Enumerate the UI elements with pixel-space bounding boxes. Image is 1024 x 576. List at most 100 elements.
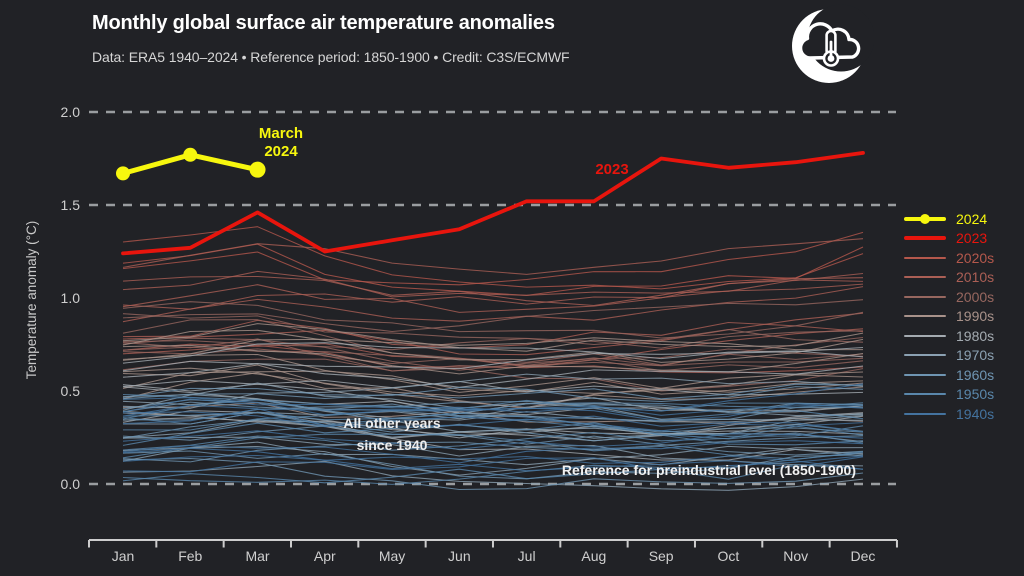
- legend-label-2023: 2023: [956, 230, 988, 247]
- series-2024: [116, 147, 266, 181]
- legend-item-2023: 2023: [904, 229, 1022, 249]
- year-line-2010s-8: [122, 275, 864, 307]
- year-line-1950s-1: [122, 451, 864, 485]
- legend-swatch-1990s: [904, 315, 946, 318]
- x-tick-label-Nov: Nov: [783, 548, 808, 564]
- legend-item-2010s: 2010s: [904, 268, 1022, 288]
- y-tick-label-1.0: 1.0: [61, 290, 81, 306]
- year-line-2010s-3: [122, 312, 864, 356]
- legend-item-1990s: 1990s: [904, 307, 1022, 327]
- legend-item-2020s: 2020s: [904, 248, 1022, 268]
- x-tick-label-Mar: Mar: [245, 548, 269, 564]
- year-line-1990s-5: [122, 353, 864, 393]
- year-line-2020s-1: [122, 231, 864, 286]
- year-line-1940s-0: [122, 454, 864, 472]
- year-line-1990s-8: [122, 344, 864, 375]
- x-tick-label-Apr: Apr: [314, 548, 336, 564]
- legend-item-1960s: 1960s: [904, 365, 1022, 385]
- year-line-1970s-1: [122, 445, 864, 476]
- x-tick-label-Oct: Oct: [718, 548, 740, 564]
- y-tick-label-2.0: 2.0: [61, 104, 81, 120]
- year-line-2000s-4: [122, 338, 864, 366]
- data-point-2024-Mar: [249, 161, 266, 178]
- legend-item-2024: 2024: [904, 209, 1022, 229]
- decade-lines-2020s: [122, 226, 864, 296]
- year-line-2000s-3: [122, 337, 864, 371]
- annotation: since 1940: [357, 437, 428, 453]
- year-line-1940s-3: [122, 447, 864, 470]
- year-line-1960s-1: [122, 435, 864, 463]
- series-2023: [121, 150, 865, 256]
- year-line-1950s-4: [122, 422, 864, 446]
- legend-swatch-1970s: [904, 354, 946, 357]
- year-line-1940s-9: [122, 397, 864, 422]
- year-line-1950s-7: [122, 399, 864, 437]
- annotation: All other years: [343, 415, 440, 431]
- x-axis: Jan Feb Mar Apr May Jun Jul Aug Sep Oct Nov Dec: [88, 539, 898, 564]
- legend-item-1980s: 1980s: [904, 326, 1022, 346]
- year-line-2010s-9: [122, 238, 864, 275]
- x-tick-label-Sep: Sep: [649, 548, 674, 564]
- year-line-1960s-4: [122, 425, 864, 456]
- legend-label-2000s: 2000s: [956, 288, 995, 305]
- year-line-1970s-3: [122, 441, 864, 466]
- legend-item-2000s: 2000s: [904, 287, 1022, 307]
- legend-label-2020s: 2020s: [956, 249, 995, 266]
- annotation: 2023: [595, 161, 628, 178]
- year-line-1960s-9: [122, 383, 864, 400]
- year-line-2000s-1: [122, 358, 864, 392]
- year-line-1990s-7: [122, 323, 864, 352]
- year-line-2010s-4: [122, 286, 864, 323]
- year-line-1970s-6: [122, 382, 864, 421]
- annotation: 2024: [264, 143, 298, 160]
- year-line-1990s-2: [122, 370, 864, 395]
- legend-marker-dot: [920, 213, 930, 224]
- legend-label-1980s: 1980s: [956, 327, 995, 344]
- legend-swatch-1950s: [904, 393, 946, 396]
- year-line-1990s-6: [122, 337, 863, 361]
- year-line-2000s-8: [122, 301, 864, 339]
- legend-item-1950s: 1950s: [904, 385, 1022, 405]
- decade-lines-1940s: [122, 383, 864, 473]
- legend-swatch-2020s: [904, 256, 946, 259]
- year-line-1980s-8: [122, 346, 864, 372]
- legend-label-2010s: 2010s: [956, 269, 995, 286]
- legend-label-1960s: 1960s: [956, 366, 995, 383]
- year-line-1950s-6: [122, 411, 864, 444]
- year-line-1990s-9: [122, 329, 864, 363]
- data-point-2024-Jan: [116, 166, 130, 181]
- x-tick-label-Aug: Aug: [581, 548, 606, 564]
- y-tick-label-1.5: 1.5: [61, 197, 81, 213]
- legend-item-1940s: 1940s: [904, 404, 1022, 424]
- legend-swatch-2024: [904, 213, 946, 224]
- year-line-1940s-2: [122, 440, 864, 464]
- year-line-2000s-6: [122, 328, 864, 351]
- legend-label-1940s: 1940s: [956, 405, 995, 422]
- subtitle: Data: ERA5 1940–2024 • Reference period:…: [92, 49, 570, 65]
- year-line-1940s-7: [122, 404, 864, 432]
- year-line-1950s-2: [122, 433, 864, 460]
- legend-item-1970s: 1970s: [904, 346, 1022, 366]
- data-point-2024-Feb: [183, 147, 198, 162]
- legend-swatch-1960s: [904, 373, 946, 376]
- legend-swatch-2000s: [904, 295, 946, 298]
- page-title: Monthly global surface air temperature a…: [92, 12, 555, 34]
- year-line-1980s-5: [122, 363, 864, 388]
- year-line-1940s-4: [122, 430, 864, 450]
- c3s-cloud-thermometer-icon: [788, 0, 875, 90]
- annotation: Reference for preindustrial level (1850-…: [562, 462, 856, 478]
- y-axis: 0.0 0.5 1.0 1.5 2.0 Temperature anomaly (°C): [24, 104, 80, 492]
- x-tick-label-May: May: [379, 548, 405, 564]
- year-line-1950s-0: [122, 463, 864, 484]
- annotation: March: [259, 125, 303, 142]
- legend-swatch-1980s: [904, 334, 946, 337]
- x-tick-label-Dec: Dec: [851, 548, 876, 564]
- legend-label-1990s: 1990s: [956, 308, 995, 325]
- x-tick-label-Jan: Jan: [112, 548, 135, 564]
- y-tick-label-0.5: 0.5: [61, 383, 81, 399]
- year-line-1980s-9: [122, 342, 864, 364]
- x-tick-label-Jun: Jun: [448, 548, 471, 564]
